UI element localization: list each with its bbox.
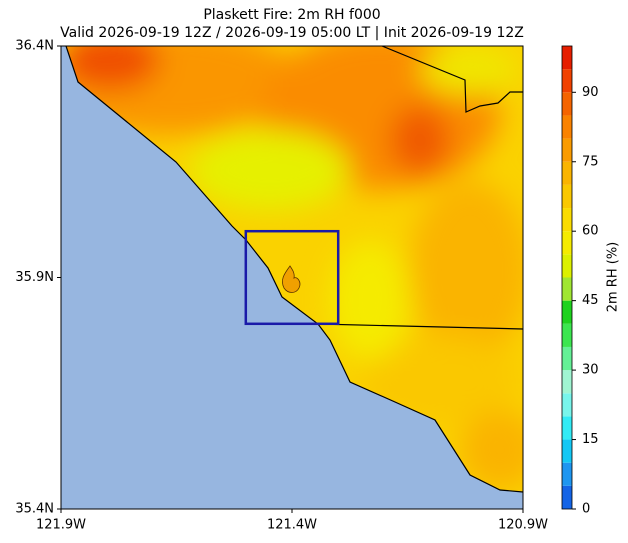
colorbar-segment [562, 231, 572, 255]
colorbar-segment [562, 138, 572, 162]
x-tick-label: 121.4W [267, 518, 317, 533]
map-field [61, 46, 523, 509]
colorbar-segment [562, 208, 572, 232]
subtitle: Valid 2026-09-19 12Z / 2026-09-19 05:00 … [60, 25, 524, 41]
colorbar-segment [562, 393, 572, 417]
x-tick-label: 121.9W [36, 518, 86, 533]
colorbar-segment [562, 92, 572, 116]
colorbar-segment [562, 69, 572, 93]
colorbar-segment [562, 184, 572, 209]
colorbar-tick-label: 45 [582, 293, 599, 308]
colorbar-segment [562, 462, 572, 486]
county-border [317, 323, 523, 330]
colorbar-segment [562, 346, 572, 371]
field-blobs [61, 46, 523, 490]
colorbar-tick-label: 15 [582, 432, 599, 447]
y-tick-label: 35.9N [15, 270, 54, 285]
colorbar-tick-label: 30 [582, 363, 599, 378]
title: Plaskett Fire: 2m RH f000 [203, 7, 380, 23]
fire-box [244, 229, 340, 326]
colorbar-segment [562, 300, 572, 324]
colorbar-segment [562, 161, 572, 185]
county-border [381, 46, 523, 113]
colorbar-tick-label: 0 [582, 502, 590, 517]
colorbar-segment [562, 485, 572, 509]
y-tick-label: 36.4N [15, 39, 54, 54]
colorbar-tick-label: 75 [582, 154, 599, 169]
y-tick-label: 35.4N [15, 502, 54, 517]
x-tick-label: 120.9W [498, 518, 548, 533]
colorbar-segment [562, 277, 572, 301]
colorbar-tick-label: 60 [582, 224, 599, 239]
colorbar-segment [562, 323, 572, 347]
colorbar-segment [562, 416, 572, 440]
colorbar-segment [562, 254, 572, 278]
colorbar-segment [562, 439, 572, 463]
colorbar-segment [562, 115, 572, 139]
fire-icon [282, 265, 301, 293]
colorbar-tick-label: 90 [582, 85, 599, 100]
colorbar-frame [561, 45, 573, 510]
colorbar-segment [562, 46, 572, 70]
colorbar-segment [562, 370, 572, 394]
colorbar-label: 2m RH (%) [606, 242, 621, 313]
ocean [61, 46, 523, 509]
